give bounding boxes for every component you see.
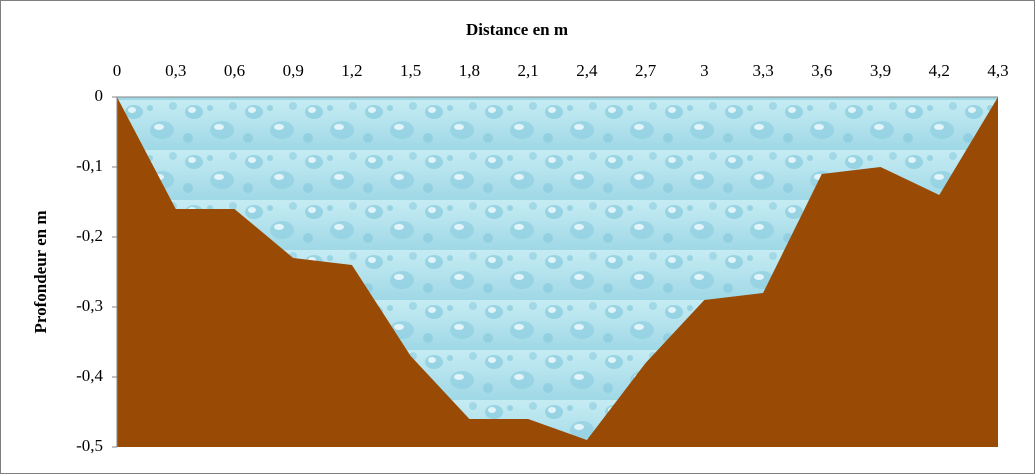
x-tick-label: 2,1 [518,61,539,80]
x-tick-label: 0,6 [224,61,245,80]
y-tick-label: -0,2 [76,226,103,245]
x-tick-label: 1,5 [400,61,421,80]
x-tick-label: 1,2 [341,61,362,80]
x-tick-label: 0 [113,61,122,80]
y-axis-label: Profondeur en m [31,210,50,333]
x-tick-label: 0,9 [283,61,304,80]
x-tick-label: 3,6 [811,61,832,80]
x-tick-label: 0,3 [165,61,186,80]
x-tick-label: 2,4 [576,61,598,80]
x-tick-label: 3,9 [870,61,891,80]
y-tick-label: -0,5 [76,436,103,455]
y-tick-label: 0 [95,86,104,105]
chart-title: Distance en m [466,20,568,39]
y-tick-label: -0,1 [76,156,103,175]
y-tick-label: -0,3 [76,296,103,315]
y-tick-label: -0,4 [76,366,103,385]
x-tick-label: 3 [700,61,709,80]
x-tick-label: 4,2 [929,61,950,80]
ground-area [117,97,998,447]
x-tick-label: 1,8 [459,61,480,80]
x-tick-label: 3,3 [752,61,773,80]
x-tick-label: 4,3 [987,61,1008,80]
x-tick-label: 2,7 [635,61,657,80]
